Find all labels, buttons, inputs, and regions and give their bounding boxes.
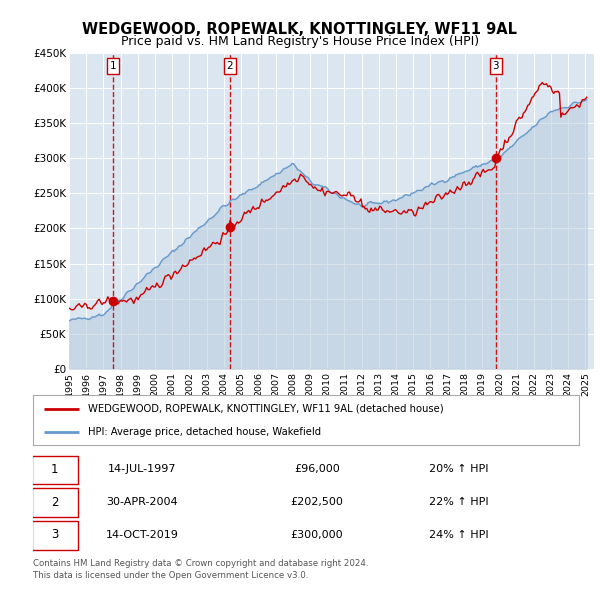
Text: This data is licensed under the Open Government Licence v3.0.: This data is licensed under the Open Gov… [33,571,308,579]
FancyBboxPatch shape [32,521,79,550]
Text: 2: 2 [51,496,59,509]
Text: £300,000: £300,000 [290,530,343,540]
Text: 20% ↑ HPI: 20% ↑ HPI [429,464,488,474]
Text: 1: 1 [109,61,116,71]
Text: 30-APR-2004: 30-APR-2004 [106,497,178,507]
Text: £96,000: £96,000 [294,464,340,474]
Text: WEDGEWOOD, ROPEWALK, KNOTTINGLEY, WF11 9AL (detached house): WEDGEWOOD, ROPEWALK, KNOTTINGLEY, WF11 9… [88,404,443,414]
Text: 22% ↑ HPI: 22% ↑ HPI [429,497,488,507]
Text: Price paid vs. HM Land Registry's House Price Index (HPI): Price paid vs. HM Land Registry's House … [121,35,479,48]
FancyBboxPatch shape [32,455,79,484]
Text: 3: 3 [51,528,59,541]
Text: 3: 3 [493,61,499,71]
Text: WEDGEWOOD, ROPEWALK, KNOTTINGLEY, WF11 9AL: WEDGEWOOD, ROPEWALK, KNOTTINGLEY, WF11 9… [83,22,517,37]
Text: 14-OCT-2019: 14-OCT-2019 [106,530,179,540]
Text: 14-JUL-1997: 14-JUL-1997 [108,464,176,474]
Text: £202,500: £202,500 [290,497,343,507]
FancyBboxPatch shape [32,488,79,517]
Text: 1: 1 [51,463,59,476]
Text: Contains HM Land Registry data © Crown copyright and database right 2024.: Contains HM Land Registry data © Crown c… [33,559,368,568]
Text: HPI: Average price, detached house, Wakefield: HPI: Average price, detached house, Wake… [88,427,321,437]
Text: 2: 2 [226,61,233,71]
Text: 24% ↑ HPI: 24% ↑ HPI [429,530,488,540]
